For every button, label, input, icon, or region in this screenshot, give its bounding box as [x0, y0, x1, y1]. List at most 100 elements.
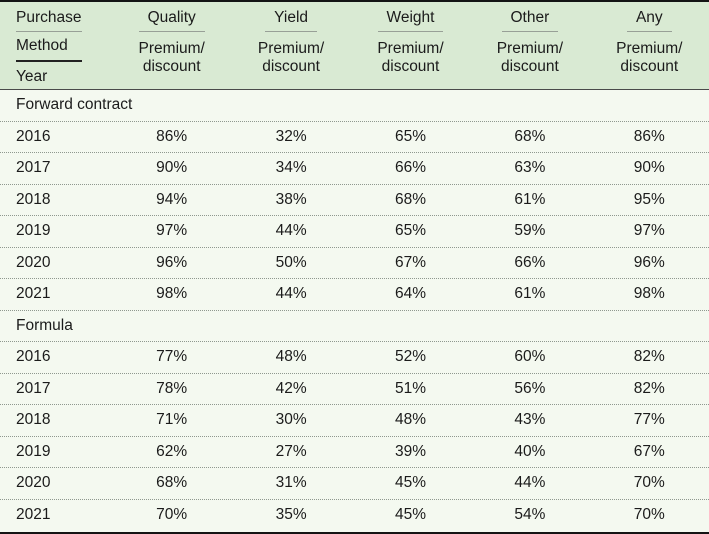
year-cell: 2020 [16, 474, 51, 492]
value-cell: 86% [633, 127, 665, 145]
value-cell: 54% [514, 506, 546, 524]
table-row: 2020 96% 50% 67% 66% 96% [0, 248, 709, 279]
column-spanner-label: Yield [265, 8, 318, 32]
year-cell: 2016 [16, 348, 51, 366]
value-cell: 98% [156, 285, 188, 303]
table-row: 2019 62% 27% 39% 40% 67% [0, 437, 709, 468]
column-subheader-line: Premium/ [496, 40, 564, 57]
value-cell: 32% [275, 127, 307, 145]
year-cell: 2019 [16, 222, 51, 240]
value-cell: 45% [394, 474, 426, 492]
value-cell: 56% [514, 379, 546, 397]
table-row: 2018 94% 38% 68% 61% 95% [0, 185, 709, 216]
value-cell: 66% [514, 253, 546, 271]
value-cell: 86% [156, 127, 188, 145]
table-row: 2019 97% 44% 65% 59% 97% [0, 216, 709, 248]
value-cell: 67% [633, 442, 665, 460]
value-cell: 70% [633, 474, 665, 492]
value-cell: 62% [156, 442, 188, 460]
column-subheader: Premium/discount [497, 40, 563, 75]
value-cell: 70% [156, 506, 188, 524]
column-subheader-line: discount [381, 57, 440, 75]
value-cell: 65% [394, 222, 426, 240]
column-subheader-line: discount [142, 57, 201, 75]
column-subheader: Premium/discount [377, 40, 443, 75]
value-cell: 39% [394, 442, 426, 460]
value-cell: 61% [514, 285, 546, 303]
value-cell: 61% [514, 190, 546, 208]
value-cell: 44% [275, 222, 307, 240]
column-subheader-line: Premium/ [257, 40, 325, 57]
value-cell: 82% [633, 348, 665, 366]
value-cell: 70% [633, 506, 665, 524]
value-cell: 64% [394, 285, 426, 303]
year-cell: 2019 [16, 442, 51, 460]
value-cell: 96% [156, 253, 188, 271]
table-row: 2017 90% 34% 66% 63% 90% [0, 153, 709, 185]
column-subheader-line: discount [620, 57, 679, 75]
value-cell: 63% [514, 159, 546, 177]
value-cell: 27% [275, 442, 307, 460]
value-cell: 68% [394, 190, 426, 208]
column-subheader-line: Premium/ [138, 40, 205, 57]
stub-head-purchase: Purchase [16, 8, 82, 32]
column-subheader: Premium/discount [258, 40, 324, 75]
table-row: 2016 77% 48% 52% 60% 82% [0, 342, 709, 374]
value-cell: 34% [275, 159, 307, 177]
value-cell: 94% [156, 190, 188, 208]
value-cell: 52% [394, 348, 426, 366]
column-subheader-line: discount [501, 57, 559, 75]
year-cell: 2021 [16, 506, 51, 524]
value-cell: 50% [275, 253, 307, 271]
value-cell: 98% [633, 285, 665, 303]
value-cell: 65% [394, 127, 426, 145]
value-cell: 68% [514, 127, 546, 145]
column-spanner-label: Other [501, 8, 559, 32]
value-cell: 51% [394, 379, 426, 397]
value-cell: 97% [633, 222, 665, 240]
value-cell: 44% [275, 285, 307, 303]
group-row: Forward contract [0, 90, 709, 122]
value-cell: 45% [394, 506, 426, 524]
value-cell: 44% [514, 474, 546, 492]
value-cell: 59% [514, 222, 546, 240]
year-cell: 2016 [16, 127, 51, 145]
value-cell: 71% [156, 411, 188, 429]
value-cell: 95% [633, 190, 665, 208]
column-subheader-line: Premium/ [616, 40, 683, 57]
value-cell: 48% [394, 411, 426, 429]
year-cell: 2020 [16, 253, 51, 271]
value-cell: 42% [275, 379, 307, 397]
year-cell: 2017 [16, 379, 51, 397]
value-cell: 48% [275, 348, 307, 366]
stub-head: Purchase Method Year [0, 2, 112, 89]
value-cell: 35% [275, 506, 307, 524]
table-body: Forward contract 2016 86% 32% 65% 68% 86% 2017 9… [0, 90, 709, 531]
year-cell: 2017 [16, 159, 51, 177]
value-cell: 78% [156, 379, 188, 397]
group-row: Formula [0, 311, 709, 342]
year-cell: 2021 [16, 285, 51, 303]
column-spanner-label: Quality [138, 8, 205, 32]
value-cell: 38% [275, 190, 307, 208]
table-row: 2017 78% 42% 51% 56% 82% [0, 374, 709, 405]
value-cell: 97% [156, 222, 188, 240]
value-cell: 67% [394, 253, 426, 271]
value-cell: 90% [156, 159, 188, 177]
table-row: 2021 98% 44% 64% 61% 98% [0, 279, 709, 311]
column-header-other: Other Premium/discount [470, 2, 589, 89]
table-header: Purchase Method Year Quality Premium/disc… [0, 2, 709, 90]
stub-head-method: Method [16, 32, 82, 62]
value-cell: 77% [156, 348, 188, 366]
column-header-any: Any Premium/discount [590, 2, 709, 89]
column-header-yield: Yield Premium/discount [231, 2, 350, 89]
column-subheader: Premium/discount [139, 40, 205, 75]
value-cell: 77% [633, 411, 665, 429]
value-cell: 96% [633, 253, 665, 271]
table-row: 2016 86% 32% 65% 68% 86% [0, 122, 709, 153]
table-row: 2021 70% 35% 45% 54% 70% [0, 500, 709, 532]
column-header-quality: Quality Premium/discount [112, 2, 231, 89]
value-cell: 43% [514, 411, 546, 429]
value-cell: 90% [633, 159, 665, 177]
